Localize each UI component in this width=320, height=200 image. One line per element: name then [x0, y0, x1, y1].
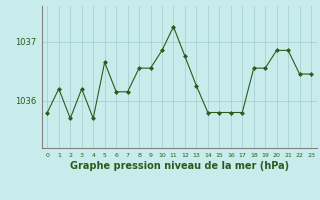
X-axis label: Graphe pression niveau de la mer (hPa): Graphe pression niveau de la mer (hPa) — [70, 161, 289, 171]
